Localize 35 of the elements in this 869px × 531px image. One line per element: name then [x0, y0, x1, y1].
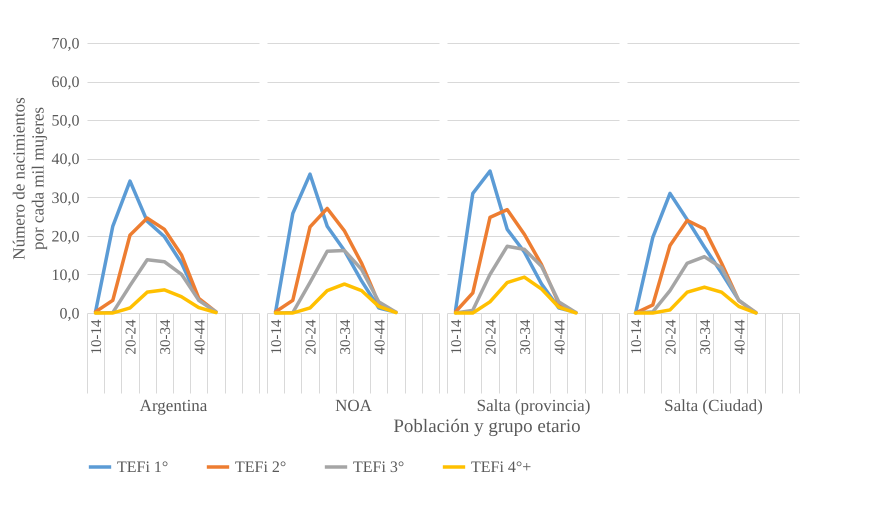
- y-tick-label: 60,0: [52, 74, 80, 92]
- x-tick-label: 20-24: [124, 319, 140, 354]
- x-tick-label: 30-34: [518, 319, 534, 354]
- x-tick-label: 40-44: [372, 319, 388, 354]
- legend-label: TEFi 1°: [117, 459, 168, 476]
- legend-label: TEFi 4°+: [471, 459, 532, 476]
- legend-label: TEFi 3°: [353, 459, 404, 476]
- y-tick-label: 70,0: [52, 36, 80, 52]
- text: Población y grupo etario: [393, 416, 581, 437]
- x-tick-label: 20-24: [664, 319, 680, 354]
- x-tick-label: 30-34: [158, 319, 174, 354]
- x-tick-label: 10-14: [629, 319, 646, 354]
- x-tick-label: 20-24: [484, 319, 500, 354]
- x-tick-label: 40-44: [552, 319, 568, 354]
- legend-label: TEFi 2°: [235, 459, 286, 476]
- y-tick-label: 40,0: [52, 151, 80, 168]
- x-tick-label: 20-24: [304, 319, 320, 354]
- y-tick-label: 50,0: [52, 112, 80, 130]
- x-tick-label: 30-34: [338, 319, 354, 354]
- y-tick-label: 30,0: [52, 190, 80, 207]
- x-axis-title: Salta (Ciudad): [664, 396, 763, 415]
- x-tick-label: 10-14: [269, 319, 286, 354]
- x-axis-title: Salta (provincia): [476, 396, 590, 415]
- line-series: [94, 288, 218, 315]
- x-tick-label: 40-44: [192, 319, 208, 354]
- y-tick-label: 10,0: [52, 266, 80, 284]
- x-axis-title: NOA: [335, 396, 373, 415]
- x-axis-title: Argentina: [140, 396, 208, 415]
- y-tick-label: 0,0: [60, 306, 80, 322]
- y-tick-label: 20,0: [52, 228, 80, 246]
- y-axis-title: Número de nacimientos por cada mil mujeres: [10, 97, 48, 260]
- x-tick-label: 10-14: [89, 319, 106, 354]
- x-tick-label: 40-44: [732, 319, 748, 354]
- x-tick-label: 10-14: [449, 319, 466, 354]
- x-tick-label: 30-34: [698, 319, 714, 354]
